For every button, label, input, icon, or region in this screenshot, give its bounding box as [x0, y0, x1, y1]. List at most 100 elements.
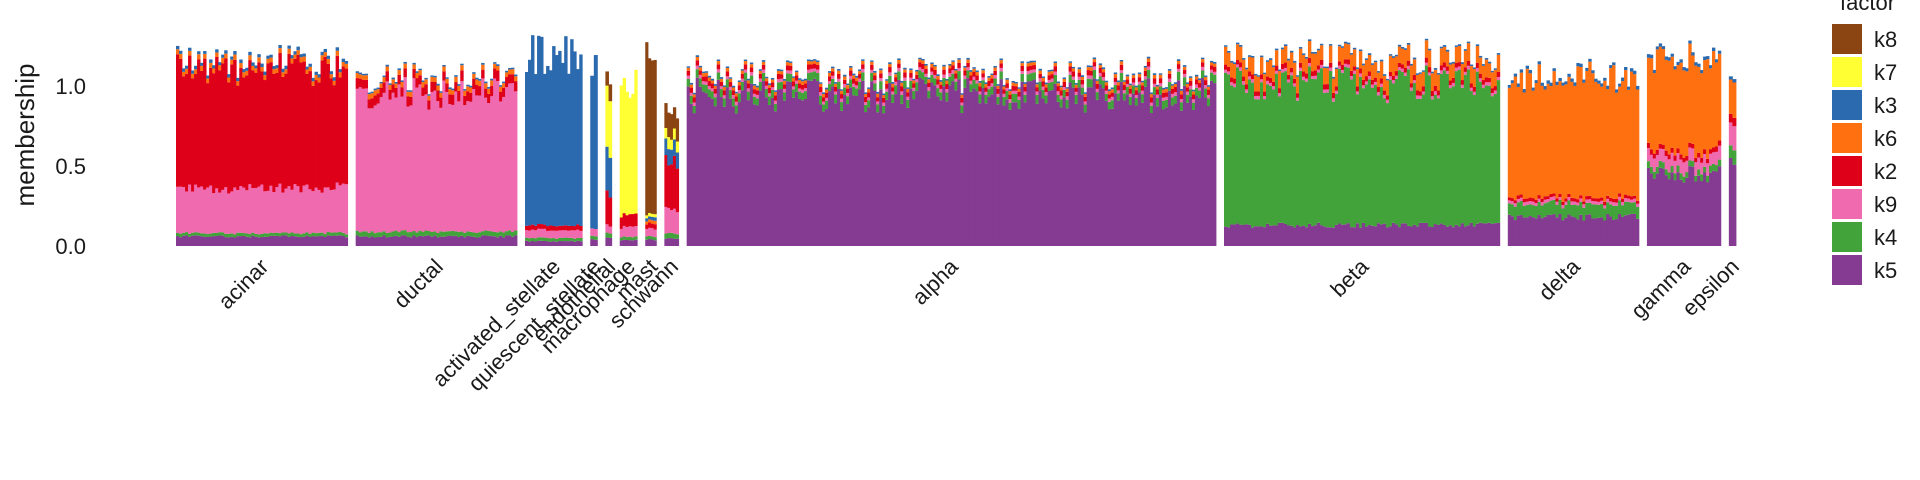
bar-segment-alpha-k9 [816, 69, 820, 73]
bar-segment-beta-k9 [1433, 91, 1438, 95]
bar-segment-alpha-k2 [1113, 77, 1118, 82]
bar-segment-ductal-k3 [508, 68, 512, 70]
bar-segment-endothelial-k4 [605, 232, 609, 238]
bar-segment-beta-k5 [1271, 225, 1276, 246]
bar-segment-acinar-k3 [176, 45, 180, 50]
bar-segment-alpha-k2 [1143, 70, 1148, 77]
bar-segment-acinar-k9 [272, 192, 276, 233]
bar-segment-beta-k6 [1355, 69, 1360, 87]
bar-segment-alpha-k2 [1005, 83, 1009, 88]
bar-segment-alpha-k2 [809, 64, 814, 69]
bar-segment-beta-k3 [1328, 44, 1333, 46]
bar-segment-alpha-k9 [794, 80, 799, 84]
bar-segment-beta-k6 [1373, 62, 1378, 78]
bar-segment-alpha-k2 [960, 97, 964, 103]
bar-segment-alpha-k2 [1146, 61, 1151, 67]
bar-segment-alpha-k3 [975, 70, 979, 73]
bar-segment-acinar-k5 [176, 236, 180, 246]
bar-segment-gamma-k6 [1679, 62, 1683, 155]
bar-segment-alpha-k6 [1080, 76, 1085, 80]
bar-segment-gamma-k6 [1709, 68, 1713, 150]
bar-segment-alpha-k4 [891, 94, 895, 103]
bar-segment-gamma-k4 [1709, 165, 1713, 173]
bar-segment-alpha-k6 [999, 60, 1003, 64]
bar-segment-acinar-k5 [212, 236, 216, 246]
y-tick-label: 1.0 [55, 74, 86, 99]
bar-segment-alpha-k4 [1113, 85, 1118, 94]
bar-segment-delta-k9 [1531, 201, 1536, 206]
bar-segment-alpha-k3 [791, 76, 796, 78]
bar-segment-mast-k6 [650, 220, 654, 224]
bar-segment-alpha-k5 [791, 97, 796, 246]
bar-segment-delta-k3 [1543, 86, 1547, 90]
bar-segment-ductal-k4 [466, 231, 470, 236]
bar-segment-beta-k9 [1394, 75, 1399, 79]
bar-segment-alpha-k9 [837, 78, 841, 82]
bar-segment-beta-k5 [1382, 223, 1387, 246]
bar-segment-alpha-k3 [918, 57, 922, 60]
bar-segment-acinar-k3 [320, 51, 324, 56]
bar-segment-alpha-k5 [722, 106, 727, 246]
bar-segment-macrophage-k2 [622, 213, 626, 226]
bar-segment-delta-k3 [1606, 85, 1610, 90]
bar-segment-gamma-k3 [1703, 56, 1707, 61]
bar-segment-alpha-k4 [987, 89, 991, 97]
bar-segment-ductal-k3 [430, 75, 434, 77]
bar-segment-alpha-k2 [846, 88, 850, 93]
bar-segment-acinar-k2 [278, 53, 282, 184]
bar-segment-delta-k5 [1591, 218, 1595, 246]
bar-segment-mast-k7 [645, 215, 649, 219]
bar-segment-beta-k9 [1412, 80, 1417, 84]
bar-segment-ductal-k2 [490, 85, 494, 97]
bar-segment-delta-k4 [1591, 204, 1595, 219]
bar-segment-beta-k5 [1319, 225, 1324, 246]
bar-segment-beta-k9 [1319, 64, 1324, 69]
bar-segment-beta-k2 [1358, 68, 1363, 74]
bar-segment-ductal-k3 [490, 78, 494, 81]
bar-segment-alpha-k6 [800, 81, 805, 85]
bar-segment-quiescent_stellate-k3 [593, 55, 598, 229]
legend-swatch-k4 [1832, 222, 1862, 252]
bar-segment-schwann-k4 [667, 233, 671, 239]
bar-segment-ductal-k9 [496, 81, 500, 233]
bar-segment-delta-k9 [1534, 203, 1538, 206]
bar-segment-beta-k2 [1232, 78, 1237, 84]
bar-segment-gamma-k4 [1646, 161, 1651, 168]
bar-segment-alpha-k3 [1038, 68, 1042, 71]
bar-segment-beta-k2 [1280, 63, 1285, 70]
bar-segment-acinar-k4 [176, 232, 180, 237]
bar-segment-alpha-k4 [954, 81, 958, 91]
bar-segment-macrophage-k4 [634, 236, 638, 240]
bar-segment-alpha-k2 [752, 89, 757, 94]
bar-segment-beta-k2 [1385, 95, 1390, 100]
bar-segment-alpha-k9 [1050, 78, 1054, 82]
bar-segment-beta-k9 [1280, 69, 1285, 73]
bar-segment-mast-k7 [653, 214, 657, 218]
bar-segment-alpha-k5 [912, 99, 916, 246]
bar-segment-acinar-k2 [272, 73, 276, 193]
legend-swatch-k9 [1832, 189, 1862, 219]
bar-segment-activated_stellate-k9 [528, 230, 532, 239]
bar-segment-ductal-k6 [448, 89, 452, 95]
bar-segment-delta-k9 [1516, 198, 1521, 203]
bar-segment-acinar-k2 [227, 82, 231, 194]
bar-segment-gamma-k9 [1667, 159, 1671, 173]
bar-segment-alpha-k6 [987, 77, 991, 81]
bar-segment-alpha-k3 [1014, 81, 1018, 84]
bar-segment-alpha-k6 [767, 85, 772, 88]
bar-segment-beta-k3 [1295, 75, 1300, 77]
bar-segment-gamma-k2 [1661, 144, 1666, 149]
bar-segment-ductal-k9 [499, 101, 503, 232]
bar-segment-acinar-k6 [335, 50, 340, 56]
bar-segment-acinar-k6 [224, 53, 228, 59]
bar-segment-alpha-k9 [758, 78, 763, 82]
bar-segment-beta-k5 [1391, 222, 1396, 246]
bar-segment-beta-k5 [1475, 223, 1480, 246]
bar-segment-alpha-k2 [1155, 89, 1160, 95]
bar-segment-acinar-k4 [332, 232, 337, 236]
bar-segment-alpha-k3 [1101, 67, 1106, 70]
bar-segment-alpha-k6 [876, 93, 880, 98]
bar-segment-beta-k6 [1460, 64, 1465, 81]
bar-segment-gamma-k3 [1655, 46, 1660, 50]
bar-segment-mast-k3 [650, 216, 654, 221]
